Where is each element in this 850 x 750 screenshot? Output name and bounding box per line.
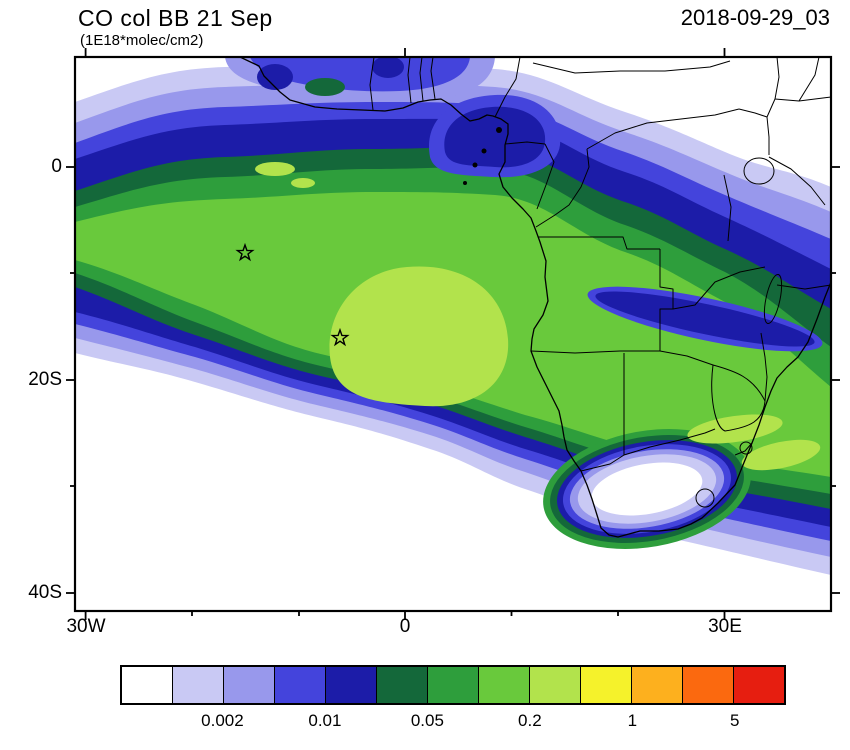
plot-title: CO col BB 21 Sep <box>78 5 273 31</box>
x-tick-label: 30E <box>708 616 742 637</box>
top-band-darkgreen-spot <box>305 78 345 96</box>
contour-field <box>75 57 831 611</box>
x-tick-label: 0 <box>399 616 411 637</box>
contour-core-spot <box>291 178 315 188</box>
colorbar-cell <box>224 667 275 703</box>
station-markers <box>235 242 350 347</box>
axis-ticks <box>66 48 840 620</box>
contour-core-spot <box>255 162 295 176</box>
colorbar-cell <box>734 667 784 703</box>
x-tick-label: 30W <box>66 616 106 637</box>
colorbar-label: 0.002 <box>201 711 244 730</box>
contour-fill-core <box>329 266 509 407</box>
top-band-navy-spot <box>257 64 293 90</box>
gulf-pocket-navy <box>444 106 546 168</box>
top-band-navy-spot <box>372 57 404 78</box>
star-marker <box>235 242 255 262</box>
plot-date: 2018-09-29_03 <box>680 5 830 30</box>
colorbar-cell <box>632 667 683 703</box>
se-core-patch <box>741 439 821 471</box>
colorbar <box>120 665 786 705</box>
colorbar-cell <box>683 667 734 703</box>
plot-units: (1E18*molec/cm2) <box>80 32 204 49</box>
axes-frame <box>66 48 840 620</box>
colorbar-cell <box>326 667 377 703</box>
top-band-blue <box>250 57 470 92</box>
y-tick-label: 20S <box>28 369 62 390</box>
colorbar-cell <box>581 667 632 703</box>
sa-min-center <box>591 462 703 516</box>
islands <box>463 127 502 185</box>
east-africa-navy-streak <box>595 291 815 347</box>
country-borders <box>369 57 831 508</box>
y-tick-label: 40S <box>28 582 62 603</box>
colorbar-label: 5 <box>730 711 740 730</box>
colorbar-label: 0.05 <box>410 711 444 730</box>
colorbar-labels: 0.002 0.01 0.05 0.2 1 5 <box>120 711 786 733</box>
colorbar-label: 0.01 <box>308 711 342 730</box>
colorbar-cell <box>173 667 224 703</box>
y-tick-label: 0 <box>51 156 62 177</box>
colorbar-cell <box>428 667 479 703</box>
colorbar-cell <box>479 667 530 703</box>
colorbar-label: 1 <box>627 711 638 730</box>
colorbar-cell <box>377 667 428 703</box>
colorbar-cell <box>530 667 581 703</box>
colorbar-label: 0.2 <box>518 711 542 730</box>
coastline <box>239 57 831 538</box>
star-marker <box>330 327 350 347</box>
colorbar-cell <box>122 667 173 703</box>
colorbar-cell <box>275 667 326 703</box>
